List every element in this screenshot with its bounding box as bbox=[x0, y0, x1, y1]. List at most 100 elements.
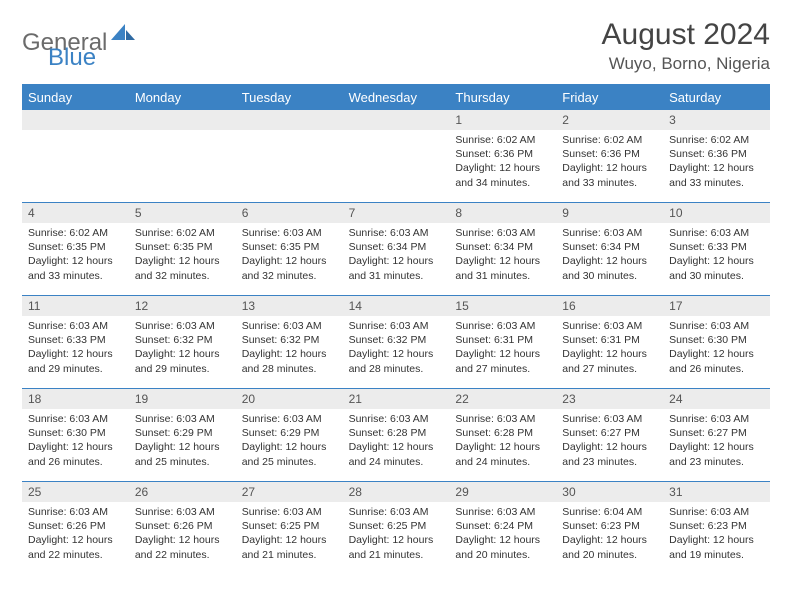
day-cell: 5Sunrise: 6:02 AMSunset: 6:35 PMDaylight… bbox=[129, 203, 236, 295]
daylight-text: Daylight: 12 hours and 20 minutes. bbox=[455, 533, 550, 561]
brand-sail-icon bbox=[111, 24, 135, 47]
day-number: 5 bbox=[129, 203, 236, 223]
daylight-text: Daylight: 12 hours and 27 minutes. bbox=[562, 347, 657, 375]
daylight-text: Daylight: 12 hours and 31 minutes. bbox=[349, 254, 444, 282]
sunrise-text: Sunrise: 6:03 AM bbox=[242, 505, 337, 519]
day-cell: 21Sunrise: 6:03 AMSunset: 6:28 PMDayligh… bbox=[343, 389, 450, 481]
weekday-header-row: Sunday Monday Tuesday Wednesday Thursday… bbox=[22, 86, 770, 110]
sunset-text: Sunset: 6:28 PM bbox=[455, 426, 550, 440]
day-number: 15 bbox=[449, 296, 556, 316]
daylight-text: Daylight: 12 hours and 33 minutes. bbox=[669, 161, 764, 189]
day-number bbox=[22, 110, 129, 130]
day-cell: 26Sunrise: 6:03 AMSunset: 6:26 PMDayligh… bbox=[129, 482, 236, 574]
daylight-text: Daylight: 12 hours and 28 minutes. bbox=[242, 347, 337, 375]
sunrise-text: Sunrise: 6:03 AM bbox=[135, 319, 230, 333]
daylight-text: Daylight: 12 hours and 29 minutes. bbox=[135, 347, 230, 375]
day-number: 24 bbox=[663, 389, 770, 409]
day-details: Sunrise: 6:03 AMSunset: 6:30 PMDaylight:… bbox=[663, 316, 770, 380]
sunset-text: Sunset: 6:25 PM bbox=[349, 519, 444, 533]
day-cell: 2Sunrise: 6:02 AMSunset: 6:36 PMDaylight… bbox=[556, 110, 663, 202]
daylight-text: Daylight: 12 hours and 25 minutes. bbox=[135, 440, 230, 468]
title-block: August 2024 Wuyo, Borno, Nigeria bbox=[602, 18, 770, 74]
sunset-text: Sunset: 6:33 PM bbox=[28, 333, 123, 347]
day-cell: 12Sunrise: 6:03 AMSunset: 6:32 PMDayligh… bbox=[129, 296, 236, 388]
sunrise-text: Sunrise: 6:03 AM bbox=[669, 226, 764, 240]
daylight-text: Daylight: 12 hours and 24 minutes. bbox=[349, 440, 444, 468]
day-cell: 1 Sunrise: 6:02 AMSunset: 6:36 PMDaylight… bbox=[449, 110, 556, 202]
sunset-text: Sunset: 6:27 PM bbox=[562, 426, 657, 440]
sunrise-text: Sunrise: 6:02 AM bbox=[455, 133, 550, 147]
day-details: Sunrise: 6:03 AMSunset: 6:26 PMDaylight:… bbox=[22, 502, 129, 566]
daylight-text: Daylight: 12 hours and 21 minutes. bbox=[349, 533, 444, 561]
week-row: 4Sunrise: 6:02 AMSunset: 6:35 PMDaylight… bbox=[22, 202, 770, 295]
day-cell: 28Sunrise: 6:03 AMSunset: 6:25 PMDayligh… bbox=[343, 482, 450, 574]
day-number: 19 bbox=[129, 389, 236, 409]
day-cell: 7Sunrise: 6:03 AMSunset: 6:34 PMDaylight… bbox=[343, 203, 450, 295]
brand-word-2: Blue bbox=[48, 44, 96, 71]
month-title: August 2024 bbox=[602, 18, 770, 52]
sunset-text: Sunset: 6:26 PM bbox=[135, 519, 230, 533]
day-details: Sunrise: 6:03 AMSunset: 6:33 PMDaylight:… bbox=[663, 223, 770, 287]
daylight-text: Daylight: 12 hours and 26 minutes. bbox=[669, 347, 764, 375]
sunset-text: Sunset: 6:30 PM bbox=[28, 426, 123, 440]
day-cell bbox=[129, 110, 236, 202]
day-number: 1 bbox=[449, 110, 556, 130]
sunset-text: Sunset: 6:31 PM bbox=[562, 333, 657, 347]
sunrise-text: Sunrise: 6:03 AM bbox=[28, 505, 123, 519]
day-details: Sunrise: 6:03 AMSunset: 6:23 PMDaylight:… bbox=[663, 502, 770, 566]
sunset-text: Sunset: 6:30 PM bbox=[669, 333, 764, 347]
daylight-text: Daylight: 12 hours and 25 minutes. bbox=[242, 440, 337, 468]
sunset-text: Sunset: 6:32 PM bbox=[135, 333, 230, 347]
day-cell: 6Sunrise: 6:03 AMSunset: 6:35 PMDaylight… bbox=[236, 203, 343, 295]
daylight-text: Daylight: 12 hours and 23 minutes. bbox=[562, 440, 657, 468]
sunrise-text: Sunrise: 6:02 AM bbox=[669, 133, 764, 147]
daylight-text: Daylight: 12 hours and 34 minutes. bbox=[455, 161, 550, 189]
day-number: 13 bbox=[236, 296, 343, 316]
sunrise-text: Sunrise: 6:02 AM bbox=[562, 133, 657, 147]
sunrise-text: Sunrise: 6:02 AM bbox=[28, 226, 123, 240]
day-cell: 18Sunrise: 6:03 AMSunset: 6:30 PMDayligh… bbox=[22, 389, 129, 481]
daylight-text: Daylight: 12 hours and 31 minutes. bbox=[455, 254, 550, 282]
day-details: Sunrise: 6:03 AMSunset: 6:24 PMDaylight:… bbox=[449, 502, 556, 566]
day-number: 3 bbox=[663, 110, 770, 130]
weekday-header: Thursday bbox=[449, 86, 556, 110]
day-cell: 8Sunrise: 6:03 AMSunset: 6:34 PMDaylight… bbox=[449, 203, 556, 295]
location-label: Wuyo, Borno, Nigeria bbox=[602, 54, 770, 74]
day-number: 23 bbox=[556, 389, 663, 409]
weekday-header: Saturday bbox=[663, 86, 770, 110]
sunset-text: Sunset: 6:25 PM bbox=[242, 519, 337, 533]
day-details: Sunrise: 6:02 AMSunset: 6:36 PMDaylight:… bbox=[663, 130, 770, 194]
sunset-text: Sunset: 6:29 PM bbox=[135, 426, 230, 440]
day-number: 6 bbox=[236, 203, 343, 223]
page-header: General Blue August 2024 Wuyo, Borno, Ni… bbox=[22, 18, 770, 74]
sunrise-text: Sunrise: 6:03 AM bbox=[242, 412, 337, 426]
day-number: 28 bbox=[343, 482, 450, 502]
sunrise-text: Sunrise: 6:03 AM bbox=[455, 412, 550, 426]
week-row: 11Sunrise: 6:03 AMSunset: 6:33 PMDayligh… bbox=[22, 295, 770, 388]
daylight-text: Daylight: 12 hours and 30 minutes. bbox=[669, 254, 764, 282]
sunrise-text: Sunrise: 6:04 AM bbox=[562, 505, 657, 519]
sunrise-text: Sunrise: 6:03 AM bbox=[455, 505, 550, 519]
week-row: 25Sunrise: 6:03 AMSunset: 6:26 PMDayligh… bbox=[22, 481, 770, 574]
sunset-text: Sunset: 6:28 PM bbox=[349, 426, 444, 440]
day-details: Sunrise: 6:03 AMSunset: 6:27 PMDaylight:… bbox=[663, 409, 770, 473]
daylight-text: Daylight: 12 hours and 32 minutes. bbox=[135, 254, 230, 282]
day-number: 20 bbox=[236, 389, 343, 409]
day-details: Sunrise: 6:03 AMSunset: 6:27 PMDaylight:… bbox=[556, 409, 663, 473]
sunset-text: Sunset: 6:36 PM bbox=[455, 147, 550, 161]
sunset-text: Sunset: 6:33 PM bbox=[669, 240, 764, 254]
day-details: Sunrise: 6:02 AMSunset: 6:36 PMDaylight:… bbox=[556, 130, 663, 194]
sunrise-text: Sunrise: 6:03 AM bbox=[242, 319, 337, 333]
week-row: 1Sunrise: 6:02 AMSunset: 6:36 PMDaylight… bbox=[22, 110, 770, 202]
day-number: 27 bbox=[236, 482, 343, 502]
day-cell: 25Sunrise: 6:03 AMSunset: 6:26 PMDayligh… bbox=[22, 482, 129, 574]
day-cell: 30Sunrise: 6:04 AMSunset: 6:23 PMDayligh… bbox=[556, 482, 663, 574]
day-cell bbox=[236, 110, 343, 202]
sunrise-text: Sunrise: 6:03 AM bbox=[349, 226, 444, 240]
day-number: 4 bbox=[22, 203, 129, 223]
daylight-text: Daylight: 12 hours and 26 minutes. bbox=[28, 440, 123, 468]
daylight-text: Daylight: 12 hours and 30 minutes. bbox=[562, 254, 657, 282]
sunset-text: Sunset: 6:32 PM bbox=[349, 333, 444, 347]
day-cell: 9Sunrise: 6:03 AMSunset: 6:34 PMDaylight… bbox=[556, 203, 663, 295]
day-details: Sunrise: 6:04 AMSunset: 6:23 PMDaylight:… bbox=[556, 502, 663, 566]
